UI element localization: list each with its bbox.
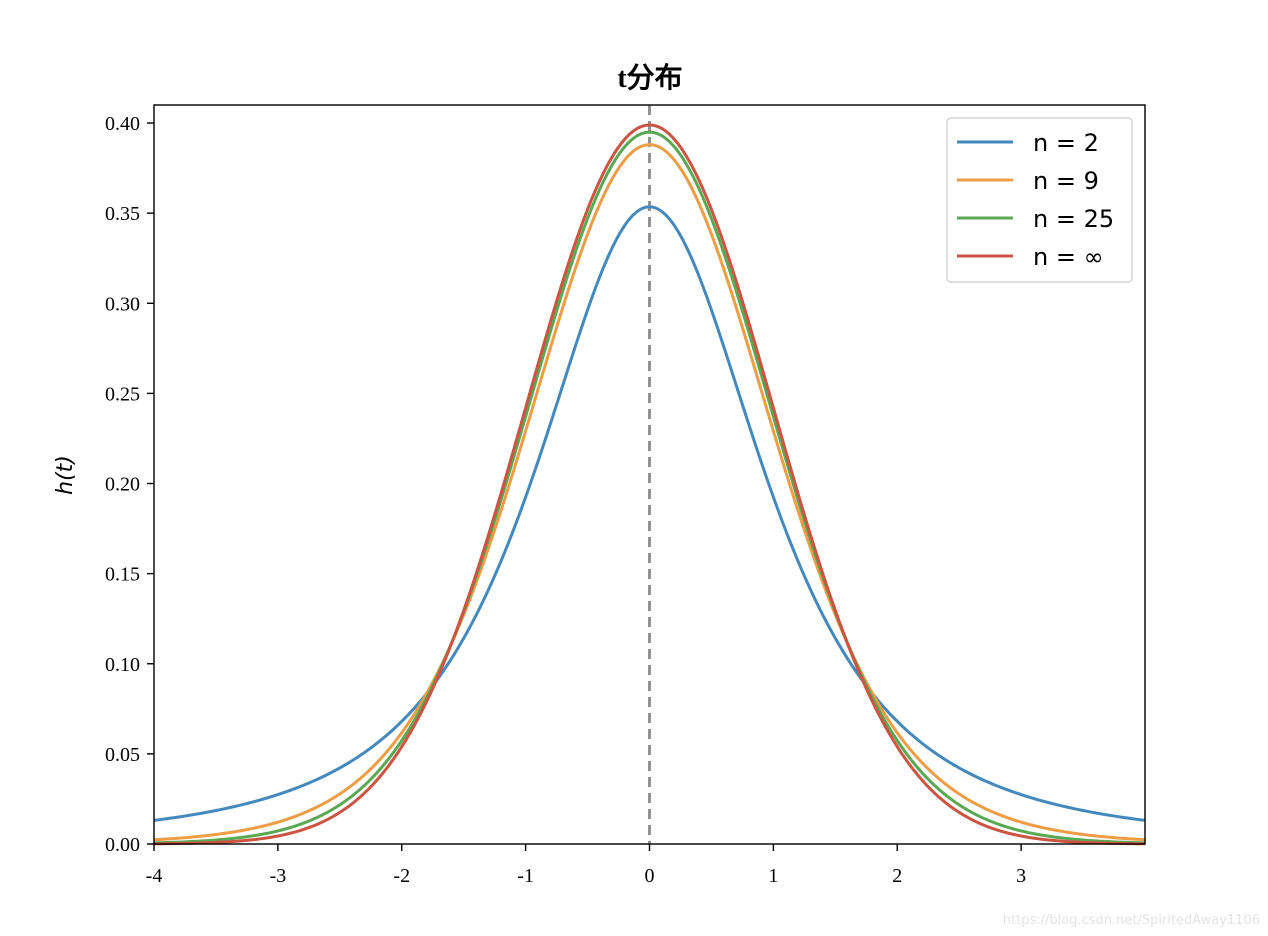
- x-tick-label: -4: [146, 865, 163, 887]
- series-line-3: [153, 130, 1146, 845]
- y-axis-label: h(t): [53, 455, 78, 495]
- legend-label: n = ∞: [1033, 243, 1104, 271]
- series-line-4: [153, 123, 1146, 846]
- legend-items: n = 2 n = 9 n = 25 n = ∞: [957, 129, 1114, 271]
- y-tick-label: 0.25: [105, 383, 140, 405]
- series-line-2: [153, 143, 1146, 842]
- y-axis-ticks: 0.00 0.05 0.10 0.15 0.20 0.25 0.30 0.35 0.40: [105, 113, 154, 856]
- legend-label: n = 9: [1033, 167, 1099, 195]
- x-tick-label: 1: [768, 865, 778, 887]
- y-tick-label: 0.05: [105, 744, 140, 766]
- series-line-1: [153, 205, 1146, 822]
- legend-frame: [946, 117, 1133, 283]
- x-tick-label: 3: [1016, 865, 1026, 887]
- x-axis-ticks: -4 -3 -2 -1 0 1 2 3: [146, 844, 1026, 887]
- x-tick-label: -1: [517, 865, 534, 887]
- watermark-text: https://blog.csdn.net/SpiritedAway1106: [1002, 913, 1260, 928]
- plot-area: -4 -3 -2 -1 0 1 2 3 0.00 0.05 0.10 0.15 0.20 0.25 0.3…: [105, 104, 1146, 887]
- legend-label: n = 25: [1033, 205, 1114, 233]
- x-tick-label: -3: [270, 865, 287, 887]
- legend-label: n = 2: [1033, 129, 1099, 157]
- y-tick-label: 0.30: [105, 293, 140, 315]
- y-tick-label: 0.10: [105, 654, 140, 676]
- x-tick-label: 2: [892, 865, 902, 887]
- series-layer: [153, 123, 1146, 846]
- x-tick-label: 0: [645, 865, 655, 887]
- y-tick-label: 0.20: [105, 474, 140, 496]
- y-tick-label: 0.00: [105, 834, 140, 856]
- legend: n = 2 n = 9 n = 25 n = ∞: [946, 117, 1133, 283]
- chart-title: t分布: [617, 62, 682, 94]
- y-tick-label: 0.15: [105, 564, 140, 586]
- x-tick-label: -2: [393, 865, 410, 887]
- y-tick-label: 0.35: [105, 203, 140, 225]
- y-tick-label: 0.40: [105, 113, 140, 135]
